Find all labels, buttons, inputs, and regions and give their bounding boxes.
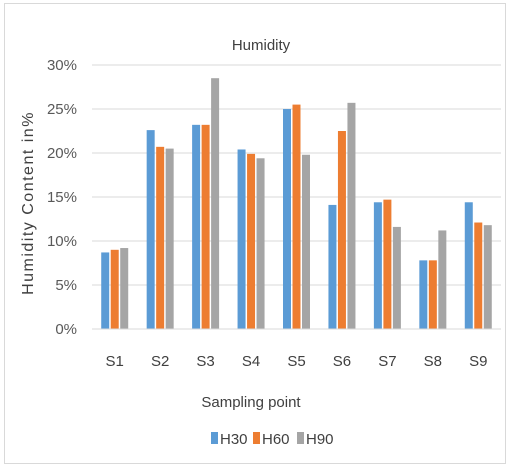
bar-h90-s6 [347, 102, 356, 329]
bar-h60-s7 [383, 199, 392, 329]
x-category-label: S5 [287, 353, 305, 370]
bar-h30-s4 [237, 149, 246, 329]
x-category-label: S3 [196, 353, 214, 370]
bar-h30-s6 [328, 204, 337, 329]
bar-h90-s1 [120, 248, 129, 329]
y-tick-label: 25% [47, 101, 77, 118]
legend: H30 H60 H90 [211, 431, 334, 448]
bar-h60-s5 [292, 104, 301, 329]
bar-h90-s2 [165, 148, 174, 329]
bar-chart: Humidity 0%5%10%15%20%25%30% S1 S2 S3 S4 S5 S… [20, 37, 501, 448]
bar-h90-s3 [211, 78, 220, 329]
bar-h90-s5 [302, 154, 310, 329]
bar-h60-s6 [337, 131, 346, 329]
bar-h30-s8 [419, 260, 428, 329]
x-category-label: S1 [106, 353, 124, 370]
y-tick-label: 30% [47, 57, 77, 74]
bar-h60-s2 [156, 146, 165, 329]
x-category-label: S8 [424, 353, 442, 370]
x-category-label: S7 [378, 353, 396, 370]
y-tick-label: 20% [47, 145, 77, 162]
x-category-label: S2 [151, 353, 169, 370]
bar-h30-s3 [192, 124, 201, 329]
bar-h60-s4 [247, 153, 256, 329]
x-axis-categories: S1 S2 S3 S4 S5 S6 S7 S8 S9 [106, 353, 488, 370]
bar-h30-s1 [101, 252, 110, 329]
y-axis-title: Humidity Content in% [20, 111, 37, 295]
y-tick-label: 10% [47, 233, 77, 250]
x-category-label: S9 [469, 353, 487, 370]
legend-label-h60: H60 [262, 431, 290, 448]
legend-swatch-h30 [211, 432, 218, 444]
x-category-label: S6 [333, 353, 351, 370]
bar-h60-s9 [474, 222, 483, 329]
chart-title: Humidity [232, 37, 291, 54]
bar-h90-s8 [438, 230, 447, 329]
bar-h90-s7 [392, 226, 401, 329]
bar-h90-s4 [256, 158, 265, 329]
y-tick-label: 5% [55, 277, 77, 294]
x-axis-title: Sampling point [201, 394, 301, 411]
y-axis-ticks: 0% 5% 10% 15% 20% 25% 30% [47, 57, 77, 338]
bar-h60-s1 [110, 249, 119, 329]
bar-h30-s9 [464, 202, 473, 329]
bars [101, 78, 492, 329]
x-category-label: S4 [242, 353, 260, 370]
bar-h60-s8 [428, 260, 437, 329]
bar-h30-s5 [283, 109, 291, 329]
bar-h90-s9 [483, 225, 492, 329]
bar-h30-s2 [146, 130, 155, 329]
bar-h60-s3 [201, 124, 210, 329]
legend-label-h90: H90 [306, 431, 334, 448]
y-tick-label: 15% [47, 189, 77, 206]
legend-swatch-h90 [297, 432, 304, 444]
y-tick-label: 0% [55, 321, 77, 338]
legend-label-h30: H30 [220, 431, 248, 448]
chart-frame: Humidity 0% 5% 10% 15% 20% 25% 30% S1 S2 S3 S4 S5 S… [4, 3, 506, 464]
bar-h30-s7 [373, 202, 382, 329]
legend-swatch-h60 [253, 432, 260, 444]
